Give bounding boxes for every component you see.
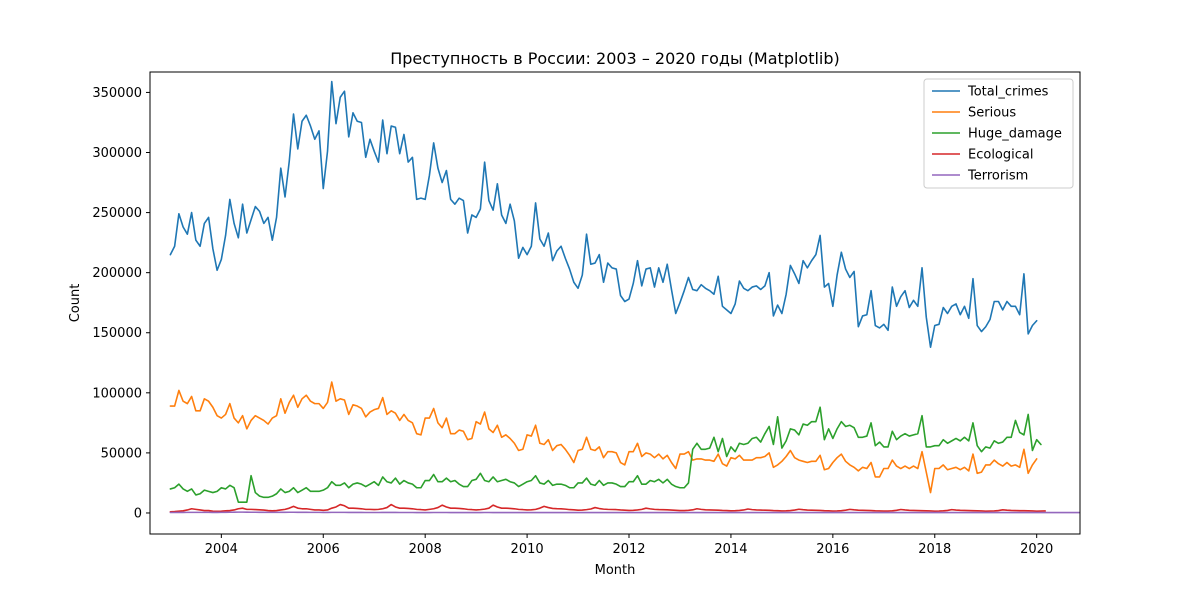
y-axis-label: Count [68,284,83,323]
y-tick-label: 250000 [92,206,142,221]
x-tick-label: 2008 [409,542,442,557]
x-tick-label: 2016 [816,542,849,557]
y-tick-label: 0 [134,506,142,521]
y-axis: 0 50000 100000 150000 200000 250000 300000 3500… [92,86,150,521]
y-tick-label: 100000 [92,386,142,401]
legend: Total_crimes Serious Huge_damage Ecological… [923,78,1074,189]
y-tick-label: 50000 [101,446,142,461]
y-tick-label: 200000 [92,266,142,281]
x-tick-label: 2006 [307,542,340,557]
x-tick-label: 2012 [612,542,645,557]
x-axis: 2004 2006 2008 2010 2012 2014 2016 2018 2020 [205,534,1053,557]
y-tick-label: 150000 [92,326,142,341]
x-tick-label: 2010 [511,542,544,557]
series-layer [169,80,1080,514]
legend-label-terrorism: Terrorism [967,169,1028,184]
legend-box [923,78,1074,189]
legend-label-huge-damage: Huge_damage [968,127,1062,142]
y-tick-label: 300000 [92,146,142,161]
legend-label-ecological: Ecological [968,148,1033,163]
legend-label-total-crimes: Total_crimes [967,85,1049,100]
legend-label-serious: Serious [968,106,1016,121]
series-line-serious [169,381,1038,494]
x-tick-label: 2004 [205,542,238,557]
x-tick-label: 2020 [1020,542,1053,557]
x-tick-label: 2018 [918,542,951,557]
plot-area [149,71,1081,535]
series-line-huge-damage [169,406,1042,503]
axes-frame [149,71,1081,535]
y-tick-label: 350000 [92,86,142,101]
series-line-ecological [169,503,1046,513]
x-tick-label: 2014 [714,542,747,557]
chart-title: Преступность в России: 2003 – 2020 годы … [390,49,840,68]
series-line-total-crimes [169,80,1038,348]
x-axis-label: Month [595,563,636,578]
